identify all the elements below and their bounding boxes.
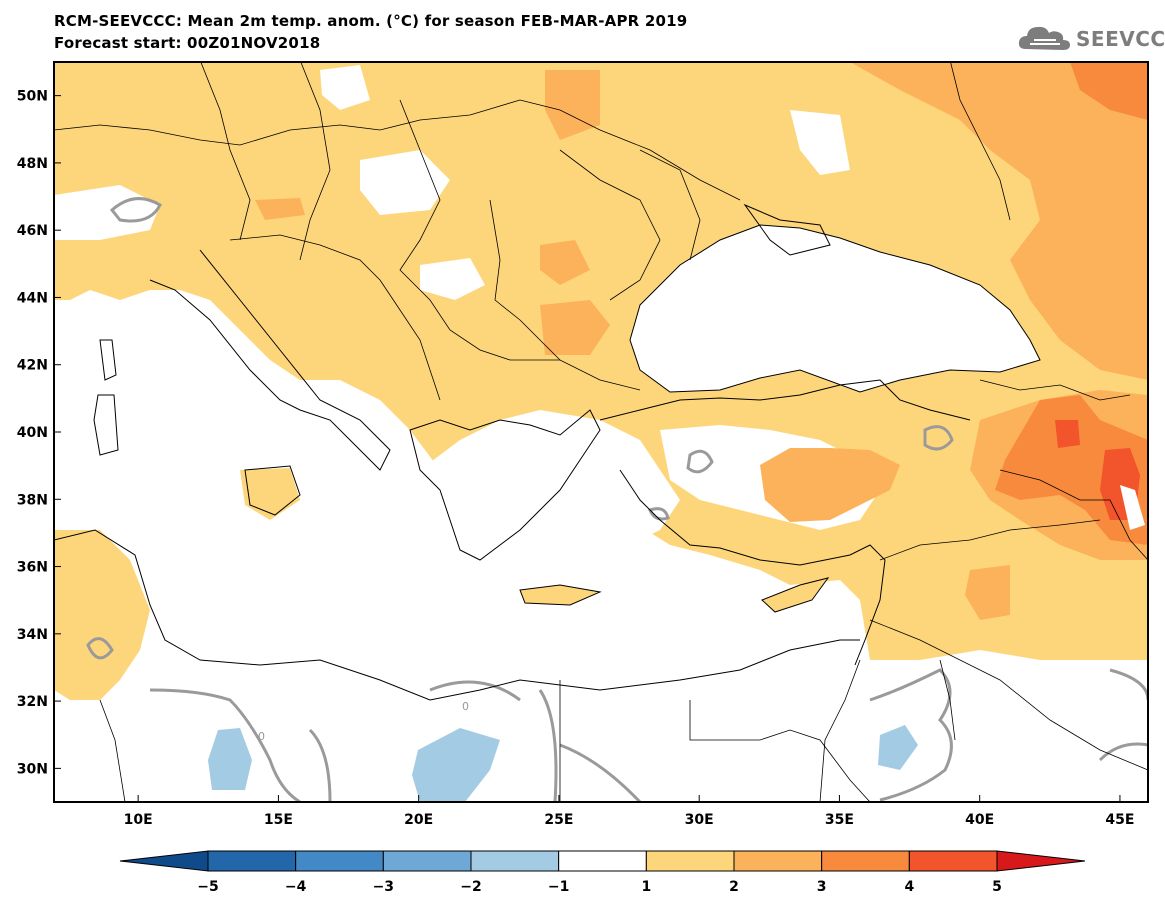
lon-tick-label: 35E — [825, 812, 854, 828]
lat-tick-label: 34N — [17, 627, 48, 643]
logo-text: SEEVCCC — [1076, 27, 1165, 51]
anomaly-2-3-carpathian-b — [540, 240, 590, 285]
anomaly-low-aegean — [420, 410, 680, 570]
anomaly-2-3-iraq — [965, 565, 1010, 620]
anomaly-2-3-central-anatolia — [760, 448, 900, 522]
colorbar-segment — [558, 850, 647, 872]
colorbar-segment — [207, 850, 297, 872]
anomaly-1-2-cyprus — [762, 578, 828, 612]
colorbar-min-arrow — [119, 850, 209, 872]
colorbar-segment — [645, 850, 735, 872]
anomaly-neg-libya-e — [412, 728, 500, 802]
colorbar-label: −2 — [460, 879, 481, 895]
contour-label-zero: 0 — [258, 730, 265, 743]
seevccc-logo: SEEVCCC — [1018, 21, 1165, 57]
anomaly-low-hungary — [360, 150, 450, 215]
colorbar-segment — [382, 850, 472, 872]
colorbar-label: −3 — [373, 879, 394, 895]
anomaly-1-2-crete — [520, 585, 600, 605]
lon-tick-label: 10E — [124, 812, 153, 828]
colorbar-segment — [821, 850, 910, 872]
colorbar-label: 4 — [904, 879, 914, 895]
colorbar: −5 −4 −3 −2 −1 1 2 3 4 5 — [119, 850, 1086, 895]
lat-tick-label: 30N — [17, 761, 48, 777]
lon-tick-label: 40E — [965, 812, 994, 828]
map-title: RCM-SEEVCCC: Mean 2m temp. anom. (°C) fo… — [54, 12, 688, 30]
anomaly-2-3-austria — [255, 198, 305, 220]
anomaly-2-3-ukraine-s — [545, 70, 600, 140]
colorbar-label: −5 — [197, 879, 218, 895]
anomaly-2-3-romania — [540, 300, 610, 355]
colorbar-segment — [733, 850, 823, 872]
lon-tick-label: 20E — [404, 812, 433, 828]
coastlines — [54, 203, 1041, 701]
country-borders — [54, 62, 1148, 802]
anomaly-low-black-sea — [630, 225, 1040, 392]
anomaly-low-carpathians — [420, 258, 485, 300]
lat-tick-label: 38N — [17, 492, 48, 508]
lat-tick-label: 46N — [17, 223, 48, 239]
contour-label-zero: 0 — [462, 700, 469, 713]
colorbar-label: 3 — [817, 879, 827, 895]
map-canvas: 0 0 — [54, 62, 1148, 802]
colorbar-max-arrow — [996, 850, 1086, 872]
lon-tick-label: 15E — [264, 812, 293, 828]
anomaly-3-4-russia-ne — [1070, 62, 1148, 120]
anomaly-low-poland — [320, 65, 370, 110]
anomaly-low-africa — [140, 640, 900, 802]
anomaly-1-2-tunisia — [54, 530, 150, 700]
colorbar-label: 2 — [729, 879, 739, 895]
lat-tick-label: 40N — [17, 425, 48, 441]
anomaly-4-5-georgia — [1055, 420, 1080, 448]
lat-tick-label: 42N — [17, 358, 48, 374]
lon-tick-label: 30E — [685, 812, 714, 828]
colorbar-label: −1 — [548, 879, 569, 895]
anomaly-white-hole-iran — [1120, 485, 1145, 530]
colorbar-label: 1 — [641, 879, 651, 895]
lat-axis: 50N 48N 46N 44N 42N 40N 38N 36N 34N 32N 30N — [17, 89, 61, 777]
colorbar-label: 5 — [992, 879, 1002, 895]
colorbar-segment — [295, 850, 384, 872]
anomaly-low-italy — [140, 300, 380, 480]
lon-tick-label: 45E — [1105, 812, 1134, 828]
lat-tick-label: 36N — [17, 560, 48, 576]
colorbar-label: −4 — [285, 879, 307, 895]
cloud-icon — [1018, 26, 1070, 50]
anomaly-neg-arabia — [878, 725, 918, 770]
lat-tick-label: 44N — [17, 290, 48, 306]
lon-axis: 10E 15E 20E 25E 30E 35E 40E 45E — [124, 795, 1134, 828]
lat-tick-label: 50N — [17, 89, 48, 105]
forecast-start-label: Forecast start: 00Z01NOV2018 — [54, 34, 321, 52]
lon-tick-label: 25E — [544, 812, 573, 828]
lat-tick-label: 32N — [17, 694, 48, 710]
colorbar-segment — [470, 850, 560, 872]
anomaly-neg-libya-w — [208, 728, 252, 790]
anomaly-2-3-russia — [850, 62, 1148, 380]
lat-tick-label: 48N — [17, 156, 48, 172]
anomaly-low-ukraine — [790, 110, 850, 175]
colorbar-segment — [908, 850, 998, 872]
